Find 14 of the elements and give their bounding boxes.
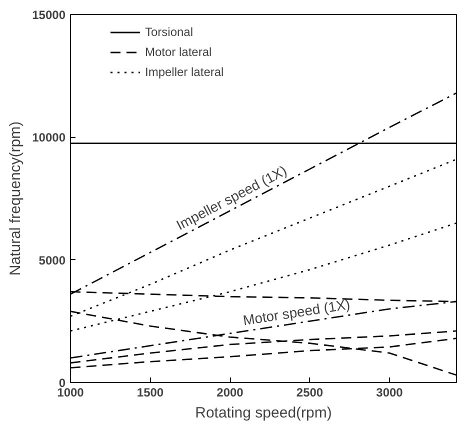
legend-label: Motor lateral bbox=[145, 45, 212, 59]
legend-label: Impeller lateral bbox=[145, 65, 224, 79]
x-tick-label: 2000 bbox=[216, 386, 244, 400]
y-axis-title: Natural frequency(rpm) bbox=[7, 121, 24, 276]
y-tick-label: 5000 bbox=[38, 253, 66, 268]
x-tick-label: 2500 bbox=[296, 386, 324, 400]
x-tick-label: 1500 bbox=[136, 386, 164, 400]
x-tick-label: 3000 bbox=[376, 386, 404, 400]
legend-label: Torsional bbox=[145, 25, 194, 39]
x-axis-title: Rotating speed(rpm) bbox=[195, 404, 332, 422]
text: Motor speed (1X) bbox=[242, 296, 352, 328]
y-tick-label: 10000 bbox=[32, 130, 66, 145]
x-tick-label: 1000 bbox=[57, 386, 84, 400]
y-tick-label: 15000 bbox=[32, 8, 66, 22]
